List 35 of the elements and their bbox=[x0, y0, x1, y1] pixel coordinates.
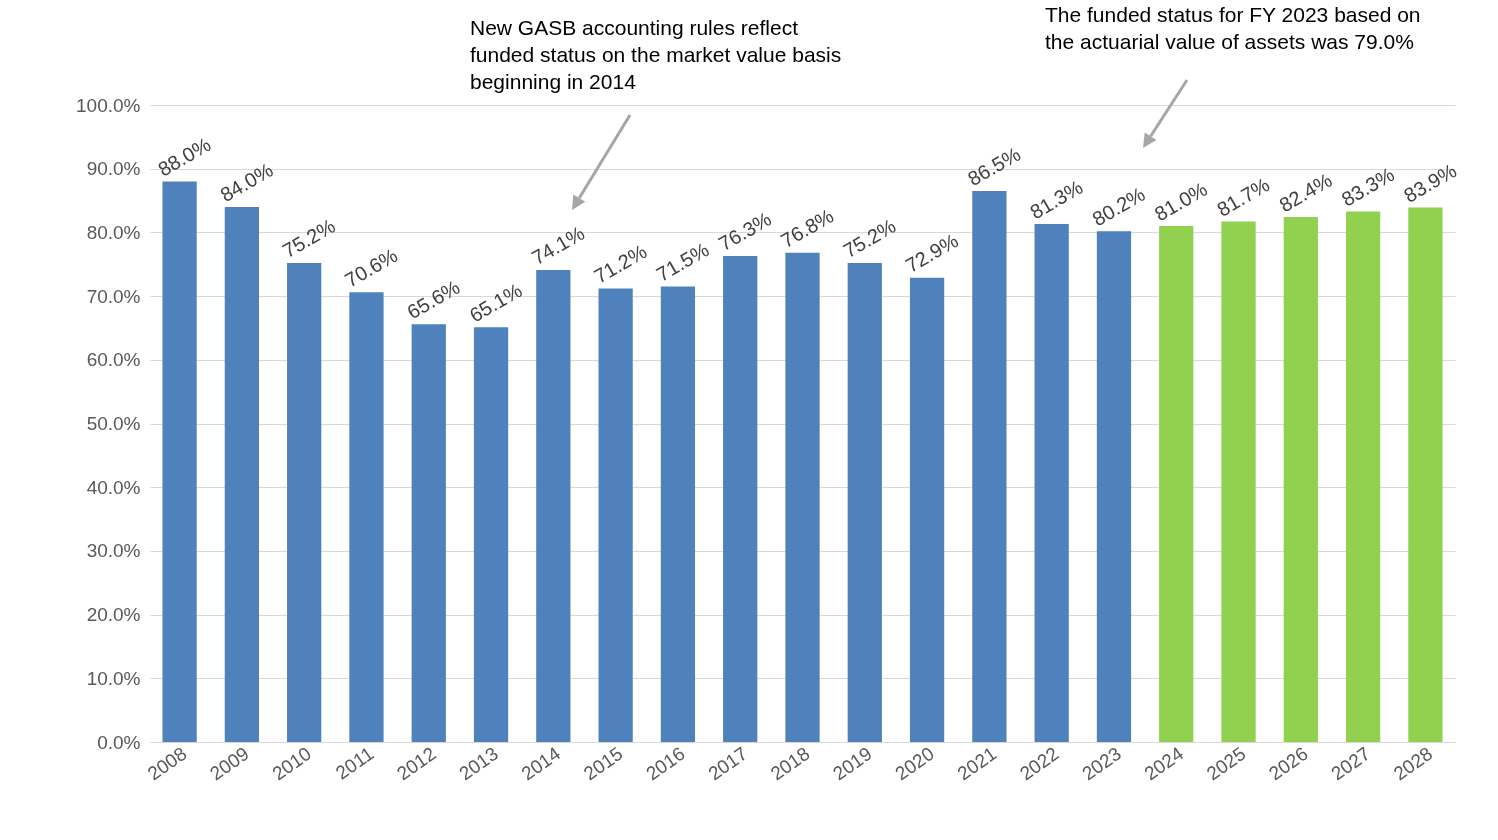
bar bbox=[1096, 231, 1132, 742]
y-tick-label: 0.0% bbox=[97, 731, 141, 753]
y-tick-label: 40.0% bbox=[86, 476, 141, 498]
bar bbox=[1345, 211, 1381, 742]
x-tick-label: 2011 bbox=[331, 742, 378, 784]
bar bbox=[847, 262, 882, 742]
bar bbox=[1221, 221, 1256, 742]
bar bbox=[1034, 224, 1069, 742]
bar bbox=[660, 286, 696, 742]
y-tick-label: 50.0% bbox=[86, 413, 141, 434]
y-tick-label: 70.0% bbox=[86, 285, 141, 307]
text: New GASB accounting rules reflect funded status on the market value basis beginning in 2014 bbox=[470, 16, 842, 93]
bar bbox=[287, 262, 322, 742]
bar bbox=[473, 327, 509, 742]
bar bbox=[349, 292, 384, 742]
y-tick-label: 20.0% bbox=[86, 604, 141, 626]
bar bbox=[598, 288, 633, 742]
y-tick-label: 100.0% bbox=[76, 94, 141, 116]
bar bbox=[536, 269, 571, 742]
bar bbox=[1408, 207, 1443, 742]
bar bbox=[972, 191, 1007, 742]
bar bbox=[162, 181, 197, 742]
bar bbox=[785, 252, 820, 742]
bar bbox=[1159, 226, 1194, 742]
y-tick-label: 80.0% bbox=[86, 221, 141, 243]
bar bbox=[723, 255, 758, 742]
bar bbox=[909, 277, 945, 742]
text: The funded status for FY 2023 based on the actuarial value of assets was 79.0% bbox=[1045, 3, 1421, 53]
y-tick-label: 90.0% bbox=[86, 158, 141, 180]
bar bbox=[1283, 217, 1318, 742]
bar bbox=[411, 324, 446, 742]
y-tick-label: 10.0% bbox=[86, 667, 141, 689]
y-tick-label: 60.0% bbox=[86, 349, 141, 371]
y-tick-label: 30.0% bbox=[86, 540, 141, 562]
bar bbox=[224, 206, 260, 742]
